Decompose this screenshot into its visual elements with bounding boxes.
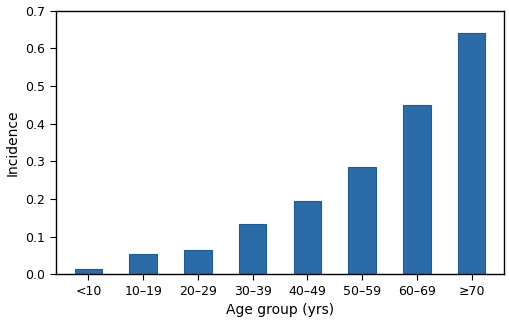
X-axis label: Age group (yrs): Age group (yrs) <box>225 303 333 318</box>
Bar <box>293 201 321 275</box>
Bar <box>129 254 156 275</box>
Bar <box>184 250 211 275</box>
Bar <box>74 269 102 275</box>
Bar <box>457 33 485 275</box>
Bar <box>238 224 266 275</box>
Bar <box>348 167 375 275</box>
Bar <box>403 105 430 275</box>
Y-axis label: Incidence: Incidence <box>6 109 19 176</box>
